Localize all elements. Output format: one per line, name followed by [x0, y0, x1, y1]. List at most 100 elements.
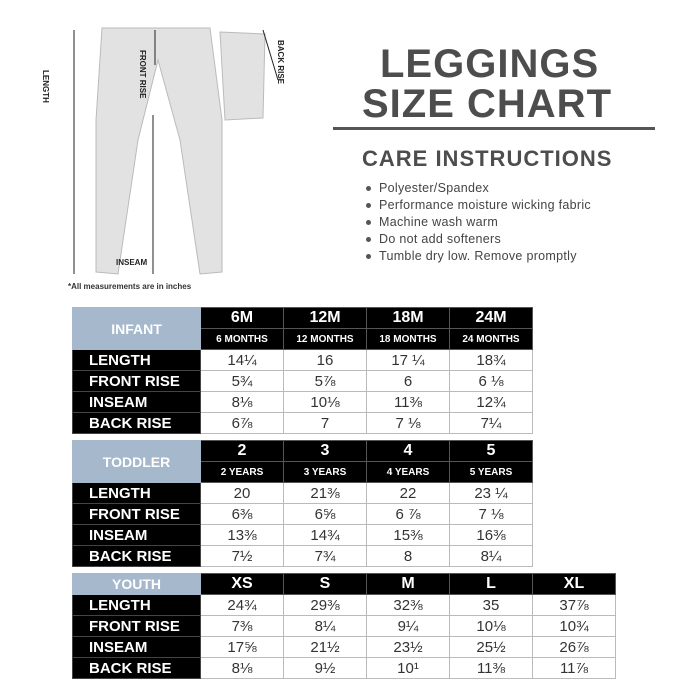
measurement-cell: 18¾	[449, 349, 533, 371]
care-item: Do not add softeners	[366, 231, 591, 248]
size-header: 18M	[366, 307, 450, 329]
bullet-icon	[366, 237, 371, 243]
measurement-cell: 20	[200, 482, 284, 504]
size-subheader: 6 MONTHS	[200, 328, 284, 350]
measurement-cell: 10¹	[366, 657, 450, 679]
table-row: BACK RISE 8⅛ 9½ 10¹ 11⅜ 11⅞	[72, 657, 616, 679]
measurement-cell: 23 ¼	[449, 482, 533, 504]
title-line1: LEGGINGS	[380, 42, 600, 86]
measurement-cell: 16⅜	[449, 524, 533, 546]
measurement-cell: 8⅛	[200, 391, 284, 413]
bullet-icon	[366, 186, 371, 192]
size-header: M	[366, 573, 450, 595]
bullet-icon	[366, 254, 371, 260]
row-label: INSEAM	[72, 636, 201, 658]
measurement-cell: 8	[366, 545, 450, 567]
leggings-illustration	[95, 27, 223, 275]
size-header: L	[449, 573, 533, 595]
bullet-icon	[366, 220, 371, 226]
measurement-cell: 16	[283, 349, 367, 371]
row-label: BACK RISE	[72, 657, 201, 679]
measurement-note: *All measurements are in inches	[68, 282, 192, 291]
measurement-cell: 6	[366, 370, 450, 392]
size-header: XS	[200, 573, 284, 595]
measurement-cell: 14¾	[283, 524, 367, 546]
measurement-cell: 6 ⅞	[366, 503, 450, 525]
size-header: 6M	[200, 307, 284, 329]
measurement-cell: 11⅜	[366, 391, 450, 413]
inseam-label: INSEAM	[116, 258, 148, 267]
size-header: 5	[449, 440, 533, 462]
measurement-cell: 14¼	[200, 349, 284, 371]
measurement-cell: 25½	[449, 636, 533, 658]
bullet-icon	[366, 203, 371, 209]
table-row: INSEAM 8⅛ 10⅛ 11⅜ 12¾	[72, 391, 533, 413]
measurement-cell: 11⅞	[532, 657, 616, 679]
size-header: 2	[200, 440, 284, 462]
measurement-cell: 26⅞	[532, 636, 616, 658]
measurement-cell: 12¾	[449, 391, 533, 413]
measurement-cell: 8¼	[449, 545, 533, 567]
care-item: Polyester/Spandex	[366, 180, 591, 197]
measurement-cell: 37⅞	[532, 594, 616, 616]
measurement-cell: 6⅝	[283, 503, 367, 525]
measurement-cell: 29⅜	[283, 594, 367, 616]
size-subheader: 12 MONTHS	[283, 328, 367, 350]
size-header: 4	[366, 440, 450, 462]
measurement-cell: 23½	[366, 636, 450, 658]
measurement-cell: 9½	[283, 657, 367, 679]
measurement-cell: 5¾	[200, 370, 284, 392]
leggings-diagram	[73, 27, 279, 275]
measurement-cell: 8⅛	[200, 657, 284, 679]
table-row: INSEAM 17⅝ 21½ 23½ 25½ 26⅞	[72, 636, 616, 658]
measurement-cell: 6⅜	[200, 503, 284, 525]
size-subheader: 4 YEARS	[366, 461, 450, 483]
table-row: BACK RISE 6⅞ 7 7 ⅛ 7¼	[72, 412, 533, 434]
category-header: TODDLER	[72, 440, 201, 483]
measurement-cell: 9¼	[366, 615, 450, 637]
measurement-cell: 6⅞	[200, 412, 284, 434]
size-table-infant: INFANT 6M 12M 18M 24M 6 MONTHS 12 MONTHS 18 MON…	[72, 307, 533, 434]
measurement-cell: 10⅛	[449, 615, 533, 637]
row-label: LENGTH	[72, 594, 201, 616]
measurement-cell: 7 ⅛	[366, 412, 450, 434]
measurement-cell: 10⅛	[283, 391, 367, 413]
care-item: Tumble dry low. Remove promptly	[366, 248, 591, 265]
measurement-cell: 21½	[283, 636, 367, 658]
size-header: XL	[532, 573, 616, 595]
row-label: FRONT RISE	[72, 370, 201, 392]
measurement-cell: 7	[283, 412, 367, 434]
table-row: LENGTH 20 21⅜ 22 23 ¼	[72, 482, 533, 504]
size-table-youth: YOUTH XS S M L XL LENGTH 24¾ 29⅜ 32⅜ 35 37⅞ FRONT RI…	[72, 573, 616, 679]
title-divider	[333, 127, 655, 130]
row-label: FRONT RISE	[72, 615, 201, 637]
row-label: BACK RISE	[72, 545, 201, 567]
measurement-cell: 6 ⅛	[449, 370, 533, 392]
measurement-cell: 15⅜	[366, 524, 450, 546]
table-row: INSEAM 13⅜ 14¾ 15⅜ 16⅜	[72, 524, 533, 546]
care-heading: CARE INSTRUCTIONS	[362, 146, 613, 171]
measurement-cell: 5⅞	[283, 370, 367, 392]
measurement-cell: 35	[449, 594, 533, 616]
category-header: YOUTH	[72, 573, 201, 595]
measurement-cell: 10¾	[532, 615, 616, 637]
size-subheader: 18 MONTHS	[366, 328, 450, 350]
row-label: INSEAM	[72, 524, 201, 546]
back-rise-label: BACK RISE	[276, 40, 285, 85]
row-label: BACK RISE	[72, 412, 201, 434]
measurement-cell: 8¼	[283, 615, 367, 637]
table-row: FRONT RISE 7⅜ 8¼ 9¼ 10⅛ 10¾	[72, 615, 616, 637]
measurement-cell: 17 ¼	[366, 349, 450, 371]
category-header: INFANT	[72, 307, 201, 350]
size-header: S	[283, 573, 367, 595]
measurement-cell: 7½	[200, 545, 284, 567]
measurement-cell: 11⅜	[449, 657, 533, 679]
measurement-cell: 7¾	[283, 545, 367, 567]
title-line2: SIZE CHART	[362, 82, 612, 126]
measurement-cell: 32⅜	[366, 594, 450, 616]
size-header: 24M	[449, 307, 533, 329]
row-label: FRONT RISE	[72, 503, 201, 525]
size-subheader: 24 MONTHS	[449, 328, 533, 350]
